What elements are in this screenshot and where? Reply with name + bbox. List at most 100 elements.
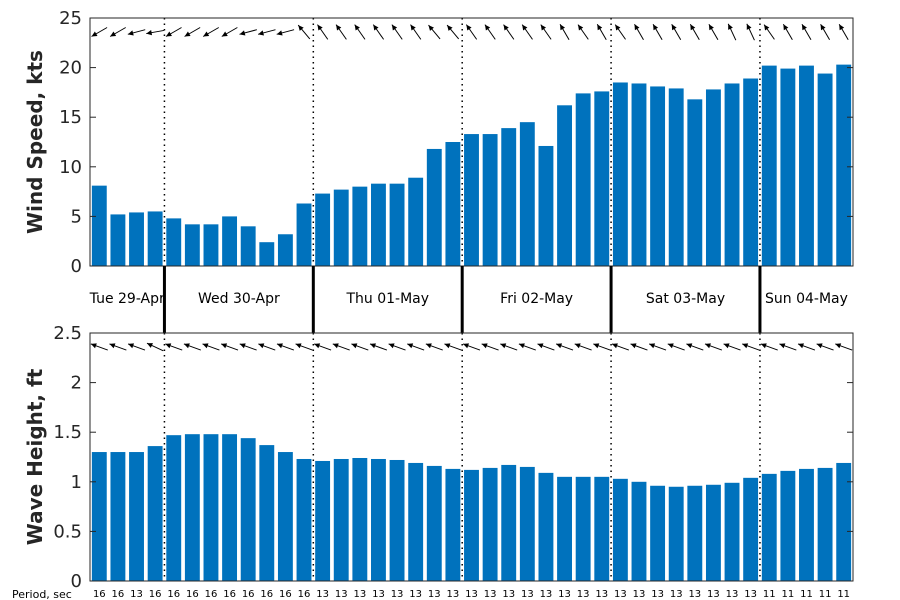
wind-bar [650, 86, 666, 266]
wave-bar [743, 477, 759, 581]
wind-direction-arrow [297, 24, 311, 40]
period-value: 11 [837, 589, 850, 600]
wind-bar [668, 88, 684, 266]
wind-bar [836, 64, 852, 267]
wave-bar [612, 478, 628, 581]
wind-direction-arrow [801, 23, 812, 41]
wind-bar [389, 183, 405, 266]
day-label: Sun 04-May [765, 291, 848, 307]
wind-direction-arrow [372, 24, 385, 40]
wind-bar [352, 186, 368, 266]
period-value: 13 [391, 589, 404, 600]
period-value: 13 [316, 589, 329, 600]
wind-direction-arrow [503, 24, 515, 40]
wave-bar [575, 476, 591, 581]
wind-bar [519, 122, 535, 266]
wind-direction-arrow [727, 23, 737, 41]
wave-direction-arrow [444, 343, 462, 351]
wave-bar [668, 486, 684, 581]
period-value: 11 [800, 589, 813, 600]
wave-bar [538, 472, 554, 581]
wave-direction-arrow [239, 343, 257, 351]
wind-direction-arrow [596, 23, 607, 41]
wind-bar [296, 203, 312, 266]
wave-direction-arrow [313, 343, 332, 351]
wind-bar [743, 78, 759, 267]
period-value: 16 [205, 589, 218, 600]
wind-direction-arrow [540, 24, 552, 40]
wind-direction-arrow [559, 23, 570, 41]
wave-bar [557, 476, 572, 581]
wave-bar [110, 452, 126, 581]
wave-panel: 0 0.5 1 1.5 2 2.5 Wave Height, ft [23, 323, 854, 592]
wind-bar [371, 183, 386, 266]
wind-bar [724, 83, 740, 266]
wind-y-tick-label: 20 [59, 58, 82, 79]
wave-direction-arrow [593, 343, 611, 351]
wind-bar [240, 226, 256, 266]
wind-axes-box [89, 17, 854, 267]
wave-bar [333, 458, 349, 581]
wind-bar [333, 189, 349, 266]
day-label: Wed 30-Apr [198, 291, 280, 307]
wave-bar [259, 445, 275, 581]
wind-direction-arrow [838, 23, 849, 41]
wind-direction-arrow [820, 23, 831, 41]
wave-bars [91, 434, 852, 581]
wave-direction-arrow [388, 343, 406, 351]
wind-bar [277, 234, 293, 266]
period-value: 11 [763, 589, 776, 600]
wind-y-ticks: 0 5 10 15 20 25 [59, 8, 853, 277]
wave-bar [91, 452, 107, 581]
wind-bar [799, 65, 814, 266]
wind-bar [259, 242, 275, 266]
day-label: Fri 02-May [500, 291, 573, 307]
period-value: 16 [112, 589, 125, 600]
wind-y-label: Wind Speed, kts [23, 50, 47, 234]
wind-bar [705, 89, 721, 266]
period-value: 16 [167, 589, 180, 600]
wave-direction-arrow [611, 343, 630, 351]
wave-direction-arrow [555, 343, 574, 351]
wind-direction-arrow [521, 24, 533, 40]
wind-bar [780, 68, 796, 266]
period-value: 13 [614, 589, 627, 600]
wave-bar [464, 469, 479, 581]
wind-y-tick-label: 0 [71, 256, 82, 277]
wind-bar [464, 134, 479, 266]
period-value: 13 [595, 589, 608, 600]
wind-bar [761, 65, 777, 266]
wave-y-tick-label: 0 [71, 571, 82, 592]
wave-direction-arrow [574, 343, 592, 351]
wave-bar [817, 467, 833, 581]
wave-direction-arrow [109, 343, 127, 351]
period-value: 16 [223, 589, 236, 600]
period-value: 13 [744, 589, 757, 600]
period-value: 16 [93, 589, 106, 600]
wave-direction-arrow [295, 343, 313, 351]
period-value: 16 [279, 589, 292, 600]
period-value: 13 [484, 589, 497, 600]
wind-bars [91, 64, 852, 267]
wave-bar [371, 458, 386, 581]
wave-direction-arrow [481, 343, 499, 351]
wind-direction-arrow [239, 29, 258, 36]
period-value: 11 [781, 589, 794, 600]
wave-direction-arrow [351, 343, 369, 351]
wind-bar [594, 91, 610, 267]
wave-y-ticks: 0 0.5 1 1.5 2 2.5 [53, 323, 853, 592]
period-value: 16 [242, 589, 255, 600]
wind-direction-arrow [276, 29, 295, 36]
wave-bar [780, 470, 796, 581]
wave-direction-arrow [835, 343, 853, 351]
wind-direction-arrow [614, 24, 626, 40]
period-value: 11 [819, 589, 832, 600]
wave-direction-arrow [425, 343, 443, 351]
wind-bar [110, 214, 126, 266]
period-row-label: Period, sec [12, 588, 72, 600]
wind-bar [557, 105, 572, 267]
period-value: 13 [502, 589, 515, 600]
wave-bar [650, 485, 666, 581]
wind-direction-arrow [577, 24, 589, 40]
period-value: 13 [353, 589, 366, 600]
